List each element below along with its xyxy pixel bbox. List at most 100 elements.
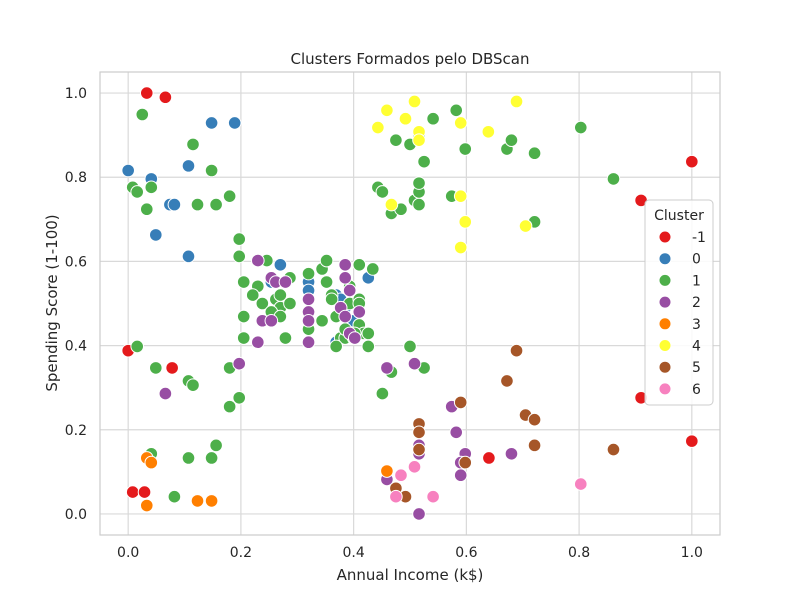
data-point [186,378,200,392]
data-point [504,133,519,147]
y-tick-label: 0.4 [65,339,87,355]
data-point [301,335,316,350]
y-tick-label: 0.6 [65,254,87,270]
legend-marker [658,339,672,352]
data-point [315,313,329,328]
data-point [329,339,343,354]
data-point [375,386,390,401]
data-point [573,477,588,491]
data-point [449,103,464,118]
data-point [236,309,251,324]
data-point [518,219,533,233]
data-point [361,326,376,341]
data-point [227,116,242,130]
data-point [236,331,251,345]
data-point [301,266,316,281]
legend-marker [658,317,672,331]
x-tick-label: 0.8 [568,545,590,561]
data-point [245,288,260,302]
tick-labels: 0.0 0.2 0.4 0.6 0.8 1.0 0.0 0.2 0.4 0.6 0.8 1.0 [65,86,703,561]
data-point [527,146,542,161]
legend-label: 3 [692,317,701,333]
data-point [251,253,265,268]
data-point [417,154,431,169]
x-tick-label: 1.0 [681,545,703,561]
data-point [149,228,163,242]
data-point [458,215,473,229]
data-point [685,154,699,169]
data-point [222,399,237,414]
data-point [606,442,621,457]
data-point [527,412,542,427]
data-point [338,257,352,272]
data-point [375,185,390,199]
data-point [255,296,270,311]
data-point [165,361,179,375]
x-tick-label: 0.2 [230,545,252,561]
data-point [209,438,223,453]
chart-title: Clusters Formados pelo DBScan [291,50,530,68]
data-point [144,455,159,470]
data-point [685,434,699,448]
data-point [264,313,279,328]
legend-marker [658,230,672,244]
data-point [352,257,367,272]
data-point [403,339,417,354]
legend-marker [658,382,672,396]
x-tick-label: 0.6 [455,545,477,561]
data-point [204,163,219,178]
data-points [121,86,699,521]
data-point [412,133,426,147]
data-point [606,172,621,186]
data-point [389,489,403,504]
x-axis-label: Annual Income (k$) [337,566,484,584]
data-point [204,494,219,508]
data-point [222,189,237,203]
data-point [453,240,468,255]
data-point [384,197,399,212]
data-point [186,137,200,152]
data-point [301,292,316,307]
data-point [366,262,380,276]
y-tick-label: 0.8 [65,170,87,186]
data-point [412,507,426,521]
data-point [449,425,464,440]
data-point [509,94,524,109]
data-point [527,438,542,453]
data-point [481,124,496,139]
data-point [319,253,334,268]
data-point [301,313,316,328]
data-point [407,94,422,109]
data-point [398,111,413,126]
data-point [338,271,352,285]
data-point [509,343,524,358]
data-point [158,386,173,401]
data-point [458,142,473,156]
data-point [251,335,265,350]
data-point [453,468,468,483]
plot-frame [99,71,721,536]
data-point [389,133,403,147]
legend-label: 4 [692,339,701,355]
data-point [232,390,247,405]
data-point [181,451,196,465]
legend: Cluster -1 0 1 2 3 4 5 6 [644,199,714,406]
data-point [412,176,426,190]
data-point [167,197,182,212]
data-point [426,489,440,504]
data-point [347,331,362,345]
data-point [352,305,367,319]
data-point [137,485,152,499]
data-point [278,331,293,345]
data-point [500,374,514,388]
data-point [342,283,357,298]
data-point [458,455,473,470]
data-point [412,442,426,457]
data-point [283,296,297,311]
data-point [319,275,334,289]
legend-title: Cluster [654,208,704,224]
data-point [181,159,196,173]
data-point [125,485,140,499]
data-point [394,468,408,483]
